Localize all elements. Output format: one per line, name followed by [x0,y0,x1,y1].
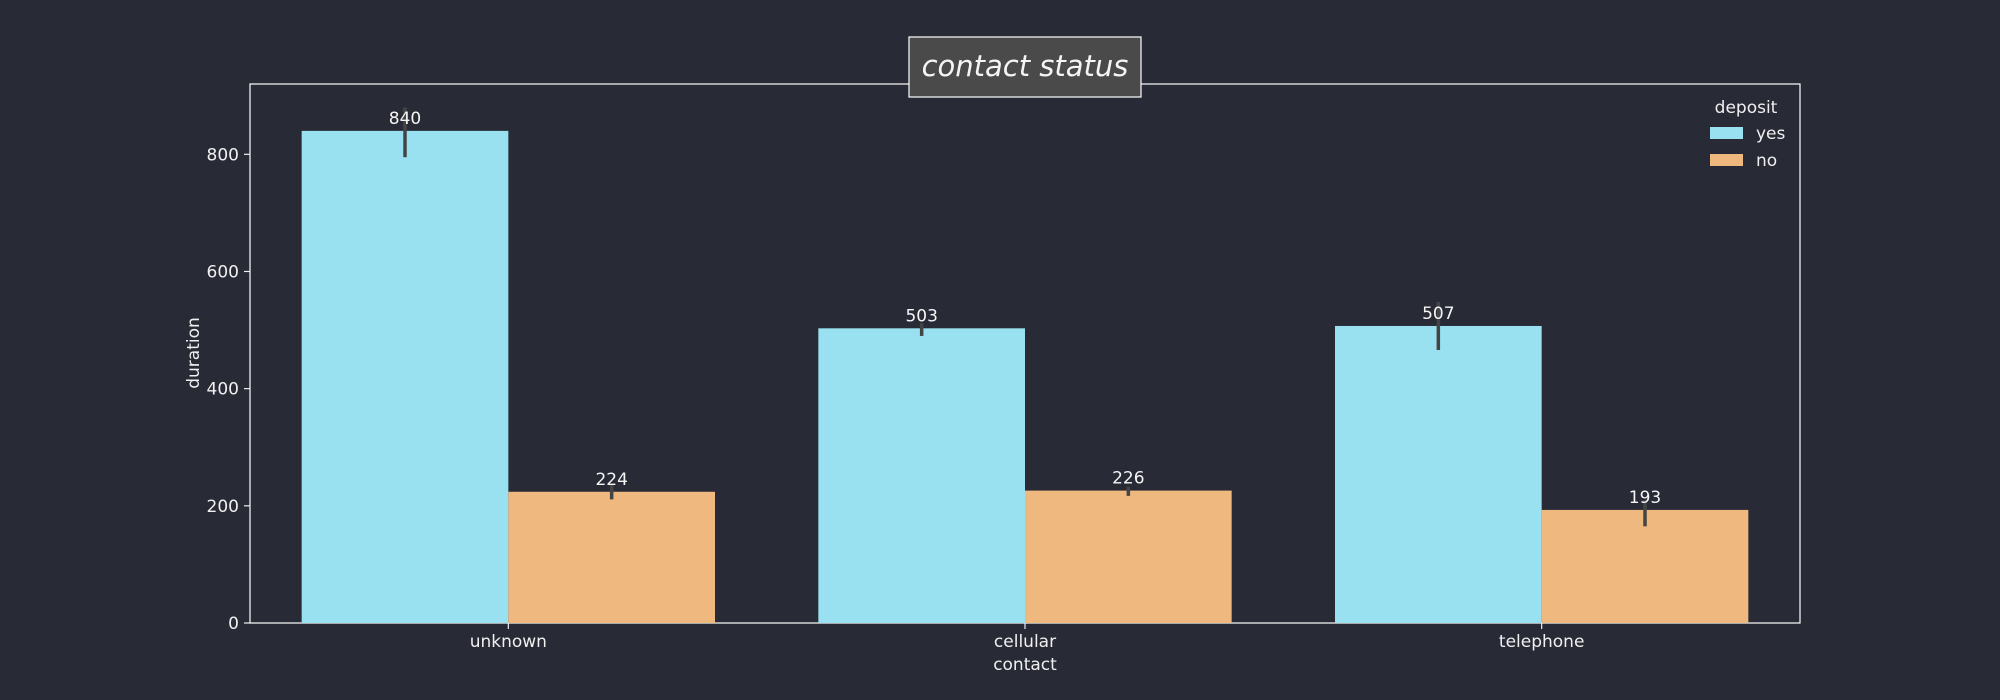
bar-yes-cellular [818,328,1025,623]
error-bars [403,107,1647,527]
data-label-yes-unknown: 840 [389,109,421,129]
legend-label-no: no [1756,151,1777,171]
data-label-yes-telephone: 507 [1422,304,1454,324]
x-tick-label: telephone [1499,632,1585,652]
title-box [908,36,1142,98]
legend-swatch-no [1710,154,1743,166]
data-label-no-cellular: 226 [1112,469,1144,489]
bar-no-unknown [508,491,715,623]
y-tick-label: 0 [228,614,239,634]
legend-title: deposit [1715,98,1778,118]
bar-no-telephone [1541,509,1749,623]
bar-no-cellular [1025,490,1232,623]
bars [301,130,1749,623]
y-tick-label: 400 [207,380,239,400]
y-tick-label: 200 [207,497,239,517]
x-tick-label: unknown [470,632,547,652]
legend-label-yes: yes [1756,124,1786,144]
y-tick-label: 600 [207,262,239,282]
chart-title: contact status [922,49,1129,83]
legend-swatch-yes [1710,127,1743,139]
data-label-no-telephone: 193 [1629,488,1661,508]
y-tick-label: 800 [207,145,239,165]
y-axis: 0 200 400 600 800 [207,145,250,634]
x-axis-label: contact [993,655,1057,675]
legend: deposit yes no [1710,98,1786,171]
bar-yes-telephone [1335,325,1542,623]
x-axis: unknown cellular telephone [470,623,1585,652]
x-tick-label: cellular [994,632,1056,652]
data-labels: 840 503 507 224 226 193 [389,109,1661,508]
bar-yes-unknown [301,130,509,623]
y-axis-label: duration [184,317,204,389]
data-label-yes-cellular: 503 [905,306,937,326]
chart-title-box: contact status [908,36,1142,98]
data-label-no-unknown: 224 [595,470,627,490]
